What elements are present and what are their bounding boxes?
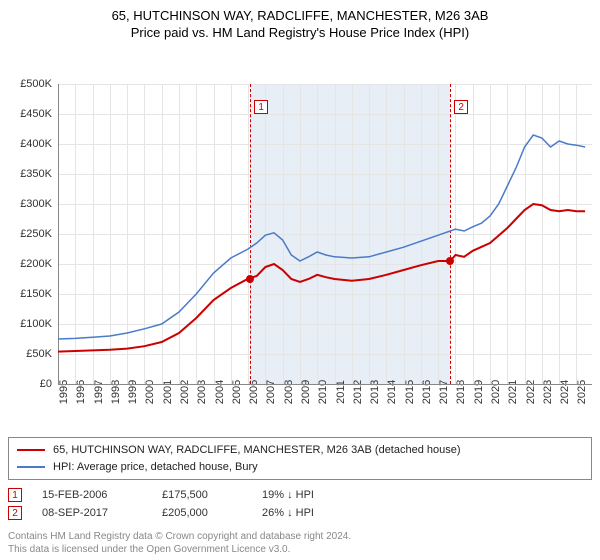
event-row-diff: 19% ↓ HPI: [262, 489, 314, 501]
legend-swatch: [17, 449, 45, 451]
series-property: [58, 204, 585, 352]
series-lines: [8, 46, 592, 384]
legend-row: 65, HUTCHINSON WAY, RADCLIFFE, MANCHESTE…: [17, 442, 583, 459]
x-axis: [58, 384, 592, 385]
marker-dot-1: [246, 275, 254, 283]
footer-line2: This data is licensed under the Open Gov…: [8, 543, 592, 556]
legend-label: HPI: Average price, detached house, Bury: [53, 459, 258, 476]
page-title-line1: 65, HUTCHINSON WAY, RADCLIFFE, MANCHESTE…: [8, 8, 592, 23]
page-title-line2: Price paid vs. HM Land Registry's House …: [8, 25, 592, 40]
event-row-1: 1 15-FEB-2006 £175,500 19% ↓ HPI: [8, 488, 592, 502]
legend-swatch: [17, 466, 45, 468]
event-row-date: 08-SEP-2017: [42, 507, 142, 519]
legend: 65, HUTCHINSON WAY, RADCLIFFE, MANCHESTE…: [8, 437, 592, 480]
event-row-price: £205,000: [162, 507, 242, 519]
footer-line1: Contains HM Land Registry data © Crown c…: [8, 530, 592, 543]
event-row-badge: 2: [8, 506, 22, 520]
event-row-price: £175,500: [162, 489, 242, 501]
footer: Contains HM Land Registry data © Crown c…: [8, 530, 592, 556]
marker-dot-2: [446, 257, 454, 265]
event-row-badge: 1: [8, 488, 22, 502]
chart: £0£50K£100K£150K£200K£250K£300K£350K£400…: [8, 46, 592, 433]
legend-row: HPI: Average price, detached house, Bury: [17, 459, 583, 476]
event-row-diff: 26% ↓ HPI: [262, 507, 314, 519]
legend-label: 65, HUTCHINSON WAY, RADCLIFFE, MANCHESTE…: [53, 442, 461, 459]
events-table: 1 15-FEB-2006 £175,500 19% ↓ HPI 2 08-SEP-201…: [8, 488, 592, 524]
event-row-2: 2 08-SEP-2017 £205,000 26% ↓ HPI: [8, 506, 592, 520]
series-hpi: [58, 135, 585, 339]
event-row-date: 15-FEB-2006: [42, 489, 142, 501]
